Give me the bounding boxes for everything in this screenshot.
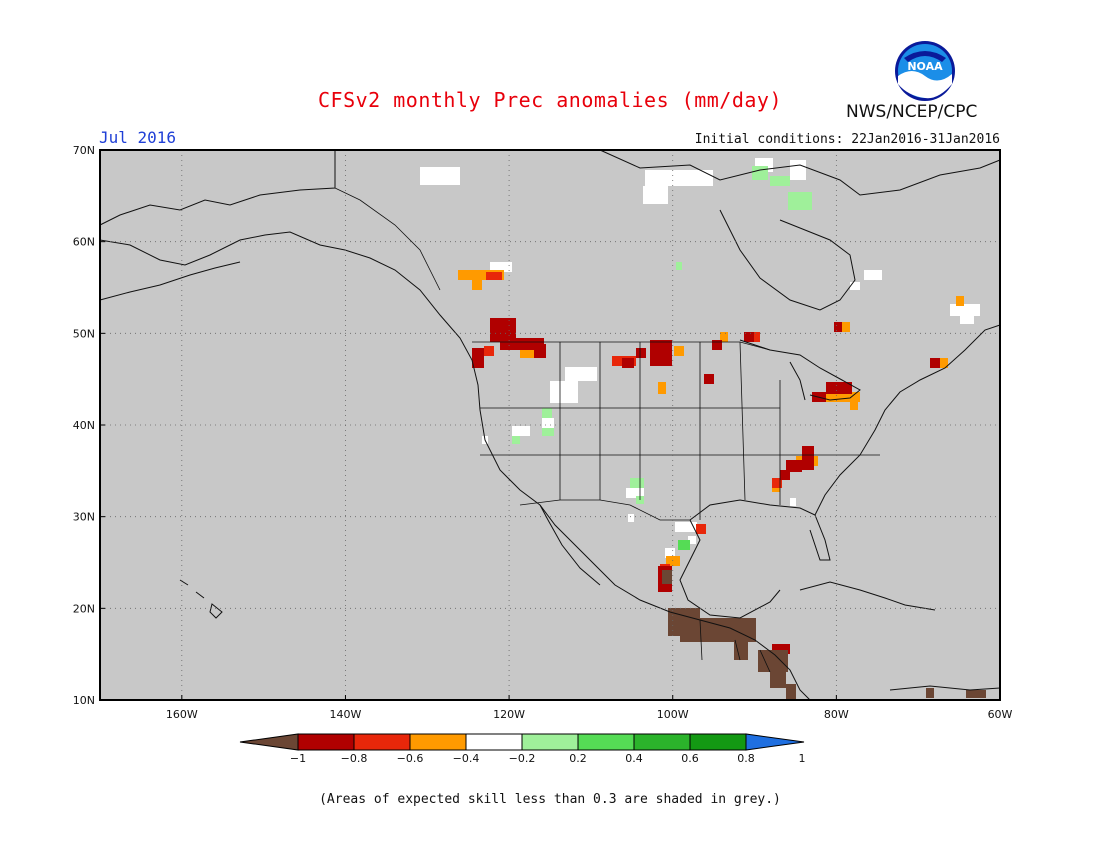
initial-conditions: Initial conditions: 22Jan2016-31Jan2016: [694, 132, 1000, 147]
legend-label: −1: [290, 752, 306, 765]
legend-label: 0.6: [681, 752, 699, 765]
legend-swatch: [297, 733, 355, 751]
legend-label: 0.4: [625, 752, 643, 765]
legend-arrow-right: [745, 733, 805, 751]
legend-label: 1: [799, 752, 806, 765]
legend-swatch: [577, 733, 635, 751]
logo-text: NOAA: [907, 60, 943, 73]
legend-swatch: [689, 733, 747, 751]
legend-swatch: [633, 733, 691, 751]
target-month: Jul 2016: [99, 128, 177, 147]
lon-tick-label: 120W: [493, 708, 525, 721]
longitude-labels: 160W 140W 120W 100W 80W 60W: [166, 695, 1013, 721]
color-legend: −1 −0.8 −0.6 −0.4 −0.2 0.2 0.4 0.6 0.8 1: [239, 733, 806, 765]
lon-tick-label: 160W: [166, 708, 198, 721]
legend-label: 0.8: [737, 752, 755, 765]
grid-lines: [100, 150, 1000, 700]
legend-swatch: [521, 733, 579, 751]
noaa-logo-icon: NOAA: [895, 41, 955, 101]
legend-swatch: [353, 733, 411, 751]
legend-arrow-left: [239, 733, 299, 751]
legend-swatch: [409, 733, 467, 751]
legend-swatch: [465, 733, 523, 751]
lon-tick-label: 80W: [824, 708, 849, 721]
lat-tick-label: 20N: [73, 602, 95, 615]
lat-tick-label: 40N: [73, 419, 95, 432]
agency-label: NWS/NCEP/CPC: [846, 102, 978, 122]
legend-label: −0.8: [341, 752, 368, 765]
noaa-logo: NOAA: [894, 40, 956, 106]
legend-label: −0.6: [397, 752, 424, 765]
map-frame: [99, 149, 1001, 701]
lon-tick-label: 100W: [657, 708, 689, 721]
lat-tick-label: 10N: [73, 694, 95, 707]
legend-label: 0.2: [569, 752, 587, 765]
lat-tick-label: 50N: [73, 327, 95, 340]
lat-tick-label: 30N: [73, 511, 95, 524]
coastlines: [99, 149, 1001, 701]
lat-tick-label: 60N: [73, 236, 95, 249]
skill-footnote: (Areas of expected skill less than 0.3 a…: [319, 792, 781, 807]
political-borders: [334, 150, 880, 673]
lon-tick-label: 140W: [330, 708, 362, 721]
lon-tick-label: 60W: [988, 708, 1013, 721]
lat-tick-label: 70N: [73, 144, 95, 157]
legend-label: −0.2: [509, 752, 536, 765]
legend-label: −0.4: [453, 752, 480, 765]
chart-title: CFSv2 monthly Prec anomalies (mm/day): [317, 88, 783, 112]
